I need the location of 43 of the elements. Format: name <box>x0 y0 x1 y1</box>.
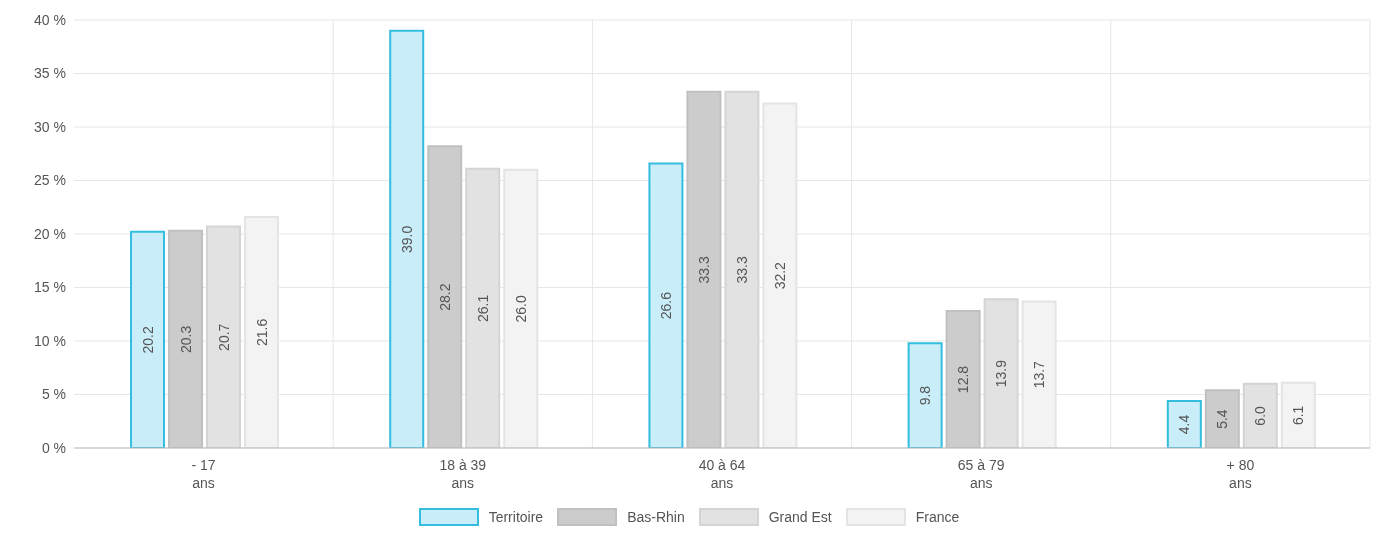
data-label: 33.3 <box>733 256 750 284</box>
x-tick-label: + 80 ans <box>1226 457 1255 491</box>
data-label: 13.9 <box>993 359 1010 388</box>
x-tick-label: 40 à 64 ans <box>698 457 746 491</box>
data-label: 6.1 <box>1290 405 1307 426</box>
data-label: 20.7 <box>215 323 232 351</box>
x-tick-label: 18 à 39 ans <box>439 457 487 491</box>
bar <box>648 162 684 448</box>
y-tick-label: 40 % <box>34 11 66 28</box>
legend-label: Territoire <box>488 509 544 525</box>
y-tick-label: 30 % <box>34 118 66 135</box>
data-label: 32.2 <box>771 261 788 290</box>
x-tick-label: 65 à 79 ans <box>957 457 1005 491</box>
data-label: 9.8 <box>917 385 934 406</box>
data-label: 26.6 <box>657 291 674 320</box>
data-label: 28.2 <box>436 283 453 311</box>
bar <box>907 342 943 448</box>
bar <box>130 230 166 448</box>
y-tick-label: 0 % <box>41 439 66 456</box>
data-label: 20.2 <box>139 326 156 354</box>
legend-label: France <box>915 509 960 525</box>
y-tick-label: 25 % <box>34 172 66 189</box>
y-tick-label: 20 % <box>34 225 66 242</box>
x-tick-label: - 17 ans <box>191 457 216 491</box>
data-label: 33.3 <box>695 256 712 284</box>
y-tick-label: 5 % <box>41 386 66 403</box>
legend-label: Bas-Rhin <box>627 509 685 525</box>
data-label: 39.0 <box>398 225 415 253</box>
data-label: 26.0 <box>512 295 529 323</box>
data-label: 20.3 <box>177 325 194 354</box>
data-label: 12.8 <box>955 365 972 394</box>
y-tick-label: 10 % <box>34 332 66 349</box>
y-tick-label: 15 % <box>34 279 66 296</box>
bar <box>1166 399 1202 448</box>
data-label: 6.0 <box>1252 405 1269 426</box>
data-label: 13.7 <box>1031 360 1048 389</box>
data-label: 5.4 <box>1214 409 1231 429</box>
legend-label: Grand Est <box>768 509 832 525</box>
bar <box>389 29 425 448</box>
y-tick-label: 35 % <box>34 65 66 82</box>
data-label: 26.1 <box>474 294 491 322</box>
data-label: 21.6 <box>253 318 270 347</box>
data-label: 4.4 <box>1176 414 1193 435</box>
